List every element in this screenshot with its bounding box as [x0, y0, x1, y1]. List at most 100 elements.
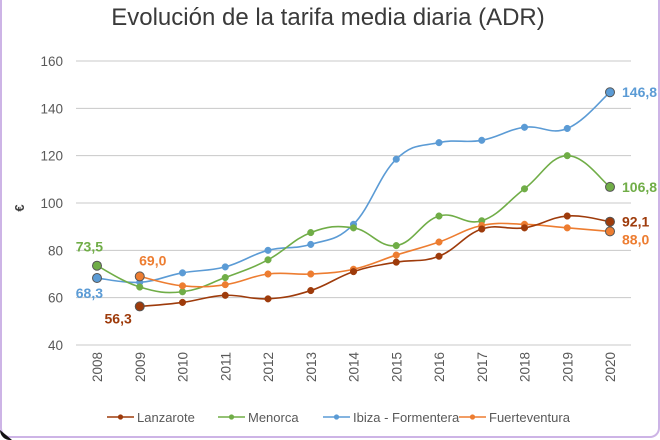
- data-point-menorca: [349, 224, 358, 232]
- data-point-fuerteventura: [307, 270, 315, 278]
- legend-marker-menorca: [228, 414, 235, 420]
- series-lines: [92, 87, 615, 312]
- x-tick-label: 2020: [603, 352, 618, 382]
- data-point-menorca: [307, 229, 315, 237]
- data-point-menorca: [563, 152, 571, 160]
- frame-corner-shadow: [0, 430, 12, 440]
- x-tick-label: 2016: [432, 352, 447, 382]
- data-point-menorca: [136, 283, 144, 291]
- data-point-fuerteventura: [392, 251, 400, 259]
- data-point-lanzarote: [264, 295, 272, 303]
- data-point-lanzarote: [478, 225, 486, 233]
- data-point-ibiza-formentera: [221, 263, 229, 271]
- legend-item-ibiza-formentera: Ibiza - Formentera: [323, 410, 460, 425]
- data-point-ibiza-formentera: [264, 246, 272, 254]
- x-tick-label: 2011: [218, 352, 233, 381]
- y-tick-label: 60: [48, 291, 63, 306]
- data-point-menorca: [221, 274, 229, 282]
- data-point-menorca: [605, 181, 615, 192]
- legend-item-lanzarote: Lanzarote: [107, 410, 195, 425]
- data-point-fuerteventura: [134, 271, 145, 282]
- legend-item-fuerteventura: Fuerteventura: [459, 410, 571, 425]
- data-point-lanzarote: [349, 268, 358, 276]
- x-tick-label: 2018: [518, 352, 533, 382]
- series-lanzarote: [134, 212, 615, 312]
- legend-marker-ibiza-formentera: [333, 414, 340, 420]
- data-point-menorca: [520, 185, 529, 193]
- x-tick-label: 2019: [560, 352, 575, 382]
- data-point-ibiza-formentera: [392, 155, 400, 163]
- y-axis-ticks: 40 60 80 100 120 140 160: [40, 54, 63, 353]
- x-tick-label: 2010: [176, 352, 191, 382]
- data-point-lanzarote: [307, 287, 315, 295]
- series-line-ibiza-formentera: [96, 91, 611, 284]
- series-line-lanzarote: [139, 215, 611, 308]
- gridlines: [76, 60, 631, 346]
- x-tick-label: 2008: [90, 352, 105, 382]
- data-label-ibiza-formentera: 146,8: [622, 84, 657, 100]
- data-label-menorca: 73,5: [76, 239, 103, 255]
- legend: Lanzarote Menorca Ibiza - Formentera Fuerte…: [107, 410, 571, 425]
- data-label-lanzarote: 92,1: [622, 214, 649, 230]
- legend-marker-lanzarote: [117, 414, 124, 420]
- y-tick-label: 120: [40, 149, 63, 164]
- data-point-menorca: [92, 260, 102, 271]
- data-point-lanzarote: [563, 212, 571, 220]
- data-point-lanzarote: [520, 224, 529, 232]
- x-tick-label: 2014: [347, 352, 362, 383]
- data-point-menorca: [435, 212, 443, 220]
- y-axis-label: €: [12, 204, 27, 211]
- legend-label-menorca: Menorca: [248, 410, 299, 425]
- x-tick-label: 2015: [389, 352, 404, 382]
- data-point-lanzarote: [134, 301, 145, 312]
- data-point-menorca: [264, 256, 272, 264]
- x-tick-label: 2013: [304, 352, 319, 382]
- series-fuerteventura: [134, 220, 615, 290]
- data-point-ibiza-formentera: [605, 87, 615, 98]
- data-point-menorca: [178, 288, 187, 296]
- x-tick-label: 2009: [133, 352, 148, 382]
- data-point-lanzarote: [221, 291, 229, 299]
- y-tick-label: 140: [40, 101, 63, 116]
- data-point-fuerteventura: [264, 270, 272, 278]
- data-point-menorca: [392, 242, 400, 250]
- x-axis-ticks: 2008 2009 2010 2011 2012 2013 2014 2015 2016 2017…: [90, 352, 618, 383]
- data-point-ibiza-formentera: [563, 124, 571, 132]
- legend-label-fuerteventura: Fuerteventura: [489, 410, 571, 425]
- data-point-lanzarote: [605, 216, 615, 227]
- legend-label-ibiza-formentera: Ibiza - Formentera: [353, 410, 460, 425]
- y-tick-label: 40: [48, 338, 63, 353]
- data-label-fuerteventura: 69,0: [139, 252, 166, 268]
- y-tick-label: 100: [40, 196, 63, 211]
- series-ibiza-formentera: [92, 87, 615, 286]
- legend-item-menorca: Menorca: [218, 410, 299, 425]
- data-point-lanzarote: [435, 252, 443, 260]
- data-point-ibiza-formentera: [178, 269, 187, 277]
- data-point-fuerteventura: [221, 281, 229, 289]
- data-point-fuerteventura: [178, 282, 187, 290]
- y-tick-label: 160: [40, 54, 63, 69]
- data-point-fuerteventura: [435, 238, 443, 246]
- data-point-ibiza-formentera: [435, 139, 443, 147]
- data-point-ibiza-formentera: [520, 123, 529, 131]
- series-line-fuerteventura: [139, 222, 611, 288]
- chart-title: Evolución de la tarifa media diaria (ADR…: [111, 4, 545, 31]
- x-tick-label: 2012: [261, 352, 276, 382]
- legend-label-lanzarote: Lanzarote: [137, 410, 195, 425]
- data-point-ibiza-formentera: [92, 273, 102, 284]
- data-point-ibiza-formentera: [307, 240, 315, 248]
- data-point-ibiza-formentera: [478, 136, 486, 144]
- data-point-lanzarote: [178, 298, 187, 306]
- y-tick-label: 80: [48, 243, 63, 258]
- data-label-lanzarote: 56,3: [105, 310, 132, 326]
- legend-marker-fuerteventura: [469, 414, 476, 420]
- data-label-fuerteventura: 88,0: [622, 231, 649, 247]
- data-point-fuerteventura: [605, 226, 615, 237]
- data-labels: 68,3 146,8 73,5 106,8 69,0 88,0 56,3 92,1: [76, 84, 657, 326]
- data-point-lanzarote: [392, 258, 400, 266]
- data-point-fuerteventura: [563, 224, 571, 232]
- data-label-menorca: 106,8: [622, 179, 657, 195]
- x-tick-label: 2017: [475, 352, 490, 382]
